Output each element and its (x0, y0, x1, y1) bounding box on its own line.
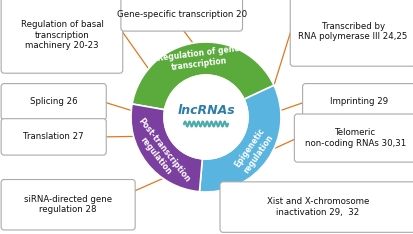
Text: Regulation of basal
transcription
machinery 20-23: Regulation of basal transcription machin… (21, 20, 103, 50)
FancyBboxPatch shape (303, 84, 413, 120)
Wedge shape (131, 104, 202, 192)
FancyBboxPatch shape (1, 84, 106, 120)
Text: siRNA-directed gene
regulation 28: siRNA-directed gene regulation 28 (24, 195, 112, 214)
Text: Transcribed by
RNA polymerase III 24,25: Transcribed by RNA polymerase III 24,25 (299, 22, 408, 41)
FancyBboxPatch shape (1, 119, 106, 155)
Circle shape (164, 75, 248, 159)
Text: Gene-specific transcription 20: Gene-specific transcription 20 (116, 10, 247, 18)
Text: Post-transcription
regulation: Post-transcription regulation (128, 116, 192, 190)
Text: Regulation of gene
transcription: Regulation of gene transcription (157, 44, 241, 74)
Text: Xist and X-chromosome
inactivation 29,  32: Xist and X-chromosome inactivation 29, 3… (267, 197, 369, 217)
FancyBboxPatch shape (290, 0, 413, 66)
FancyBboxPatch shape (1, 0, 123, 73)
FancyBboxPatch shape (1, 179, 135, 230)
Wedge shape (132, 42, 274, 110)
Text: lncRNAs: lncRNAs (177, 105, 235, 117)
FancyBboxPatch shape (220, 182, 413, 232)
Text: Splicing 26: Splicing 26 (30, 97, 78, 106)
FancyBboxPatch shape (294, 114, 413, 162)
Text: Telomeric
non-coding RNAs 30,31: Telomeric non-coding RNAs 30,31 (304, 128, 406, 148)
FancyBboxPatch shape (121, 0, 242, 31)
Text: Imprinting 29: Imprinting 29 (330, 97, 388, 106)
Wedge shape (199, 85, 281, 192)
Text: Epigenetic
regulation: Epigenetic regulation (233, 126, 275, 175)
Text: Translation 27: Translation 27 (24, 132, 84, 141)
